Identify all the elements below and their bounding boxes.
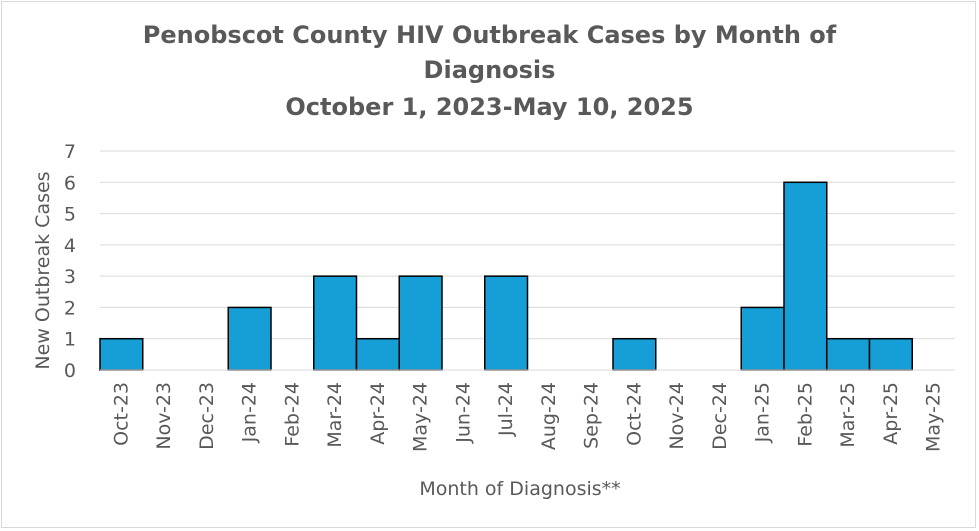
- x-tick-label: Jul-24: [495, 382, 517, 437]
- x-tick-label: May-24: [410, 382, 432, 452]
- chart-title-line-1: Penobscot County HIV Outbreak Cases by M…: [142, 21, 837, 49]
- chart-title-line-2: Diagnosis: [423, 56, 556, 84]
- x-tick-label: Aug-24: [538, 382, 560, 450]
- y-tick-label: 3: [64, 266, 76, 288]
- y-axis-label: New Outbreak Cases: [32, 171, 54, 369]
- x-tick-label: Sep-24: [581, 382, 603, 449]
- x-tick-label: Apr-25: [880, 382, 902, 445]
- x-tick-label: Mar-25: [837, 382, 859, 448]
- y-tick-labels: 0 1 2 3 4 5 6 7: [64, 141, 76, 382]
- chart-subtitle: October 1, 2023-May 10, 2025: [285, 93, 694, 121]
- x-tick-label: Feb-25: [794, 382, 816, 447]
- bar-mar-24: [313, 275, 358, 371]
- bar-oct-23: [99, 337, 144, 371]
- y-tick-label: 5: [64, 204, 76, 226]
- bar-feb-25: [783, 181, 828, 371]
- x-tick-label: Jan-24: [239, 382, 261, 443]
- x-tick-label: Feb-24: [281, 382, 303, 447]
- x-tick-label: Dec-24: [709, 382, 731, 450]
- y-tick-label: 7: [64, 141, 76, 163]
- y-tick-label: 1: [64, 329, 76, 351]
- y-tick-label: 2: [64, 297, 76, 319]
- y-tick-label: 0: [64, 360, 76, 382]
- bars: [99, 181, 913, 371]
- x-tick-label: Oct-24: [623, 382, 645, 446]
- bar-apr-24: [355, 337, 400, 371]
- x-tick-label: Mar-24: [324, 382, 346, 448]
- x-tick-labels: Oct-23 Nov-23 Dec-23 Jan-24 Feb-24 Mar-24 Apr-…: [110, 382, 944, 452]
- bar-jan-25: [740, 306, 785, 371]
- bar-apr-25: [868, 337, 913, 371]
- bar-mar-25: [826, 337, 871, 371]
- y-tick-label: 6: [64, 172, 76, 194]
- bar-oct-24: [612, 337, 657, 371]
- bar-may-24: [398, 275, 443, 371]
- x-axis-label: Month of Diagnosis**: [419, 478, 620, 500]
- x-tick-label: Nov-24: [666, 382, 688, 450]
- bar-jul-24: [484, 275, 529, 371]
- x-tick-label: May-25: [923, 382, 945, 452]
- x-tick-label: Jan-25: [752, 382, 774, 443]
- x-tick-label: Oct-23: [110, 382, 132, 446]
- bar-jan-24: [227, 306, 272, 371]
- x-tick-label: Dec-23: [196, 382, 218, 450]
- y-tick-label: 4: [64, 235, 76, 257]
- x-tick-label: Nov-23: [153, 382, 175, 450]
- x-tick-label: Jun-24: [452, 382, 474, 444]
- x-tick-label: Apr-24: [367, 382, 389, 445]
